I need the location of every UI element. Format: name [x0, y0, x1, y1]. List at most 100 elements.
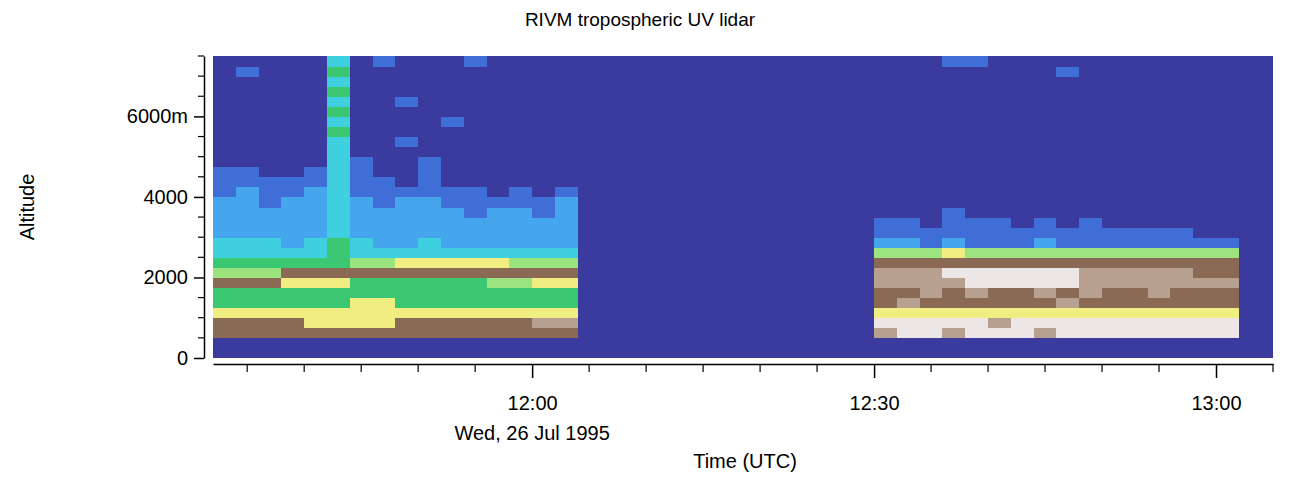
cell [441, 157, 464, 168]
cell [920, 56, 943, 67]
cell [942, 237, 965, 248]
cell [395, 328, 418, 339]
cell [532, 267, 555, 278]
cell [942, 328, 965, 339]
cell [1079, 227, 1102, 238]
cell [327, 227, 350, 238]
cell [874, 288, 897, 299]
cell [1216, 308, 1239, 319]
cell [874, 56, 897, 67]
cell [281, 116, 304, 127]
cell [441, 177, 464, 188]
cell [213, 187, 236, 198]
cell [213, 267, 236, 278]
cell [464, 126, 487, 137]
cell [1193, 177, 1216, 188]
cell [988, 227, 1011, 238]
y-minor-tick [198, 216, 204, 217]
cell [259, 348, 282, 358]
cell [1216, 298, 1239, 309]
cell [395, 257, 418, 268]
cell [327, 328, 350, 339]
cell [487, 157, 510, 168]
cell [1034, 338, 1057, 349]
cell [1193, 207, 1216, 218]
cell [1056, 66, 1079, 77]
cell [1079, 207, 1102, 218]
cell [874, 348, 897, 358]
cell [1079, 126, 1102, 137]
cell [213, 338, 236, 349]
cell [1034, 187, 1057, 198]
cell [1034, 126, 1057, 137]
cell [487, 137, 510, 148]
cell [1170, 56, 1193, 67]
cell [281, 257, 304, 268]
cell [1034, 56, 1057, 67]
cell [555, 167, 578, 178]
cell [213, 116, 236, 127]
cell [1170, 66, 1193, 77]
cell [1125, 106, 1148, 117]
cell [1056, 147, 1079, 158]
x-minor-tick [759, 364, 760, 372]
cell [1102, 338, 1125, 349]
cell [1148, 137, 1171, 148]
cell [281, 267, 304, 278]
cell [532, 137, 555, 148]
cell [1193, 257, 1216, 268]
cell [1193, 288, 1216, 299]
cell [213, 257, 236, 268]
cell [1034, 227, 1057, 238]
cell [920, 318, 943, 329]
cell [213, 318, 236, 329]
cell [259, 106, 282, 117]
cell [418, 328, 441, 339]
cell [487, 348, 510, 358]
cell [1079, 328, 1102, 339]
cell [1079, 66, 1102, 77]
cell [1056, 288, 1079, 299]
cell [487, 217, 510, 228]
cell [1216, 207, 1239, 218]
y-minor-tick [198, 257, 204, 258]
cell [1056, 328, 1079, 339]
cell [920, 308, 943, 319]
cell [555, 106, 578, 117]
cell [509, 106, 532, 117]
cell [1148, 298, 1171, 309]
cell [1011, 66, 1034, 77]
cell [395, 217, 418, 228]
cell [920, 207, 943, 218]
cell [236, 308, 259, 319]
cell [555, 237, 578, 248]
cell [555, 177, 578, 188]
cell [259, 197, 282, 208]
cell [509, 298, 532, 309]
cell [1011, 187, 1034, 198]
cell [350, 56, 373, 67]
cell [441, 106, 464, 117]
cell [464, 217, 487, 228]
cell [874, 167, 897, 178]
cell [1216, 126, 1239, 137]
cell [259, 267, 282, 278]
cell [1034, 106, 1057, 117]
cell [897, 277, 920, 288]
cell [988, 267, 1011, 278]
cell [327, 237, 350, 248]
cell [350, 157, 373, 168]
cell [327, 197, 350, 208]
cell [874, 157, 897, 168]
cell [988, 106, 1011, 117]
cell [1056, 56, 1079, 67]
cell [509, 126, 532, 137]
cell [555, 338, 578, 349]
cell [464, 106, 487, 117]
cell [920, 187, 943, 198]
cell [464, 86, 487, 97]
cell [1125, 66, 1148, 77]
cell [1125, 177, 1148, 188]
x-tick-label: 12:30 [850, 392, 900, 414]
cell [236, 328, 259, 339]
